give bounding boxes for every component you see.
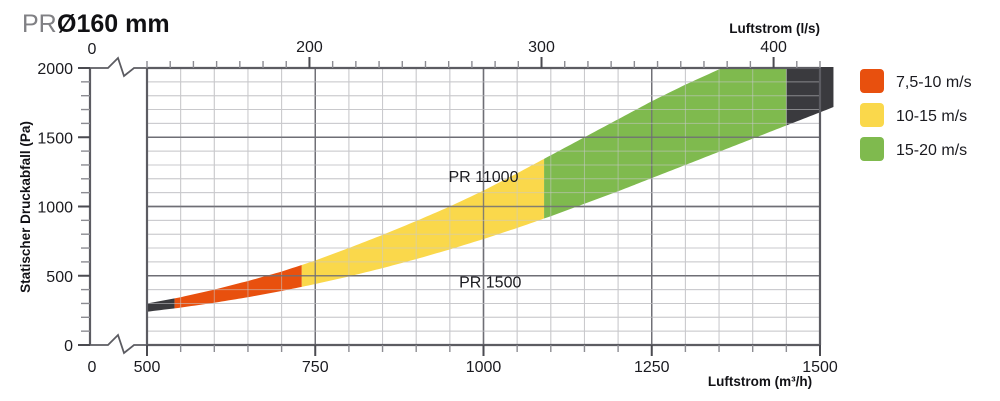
page-title-diameter: Ø160 mm (57, 10, 170, 38)
bottom-axis-title: Luftstrom (m³/h) (708, 374, 812, 389)
x-tick-label: 1250 (634, 359, 670, 376)
band-segment-out-of-range (147, 298, 175, 312)
axis-tick-labels: 0 500 1000 1500 2000 500 750 1000 1250 1500 200 300… (37, 39, 837, 376)
x-tick-label: 1500 (802, 359, 838, 376)
y-tick-label: 2000 (37, 61, 73, 78)
x-tick-label: 1000 (466, 359, 502, 376)
band-segment-7-5-10-m-s (174, 264, 302, 309)
y-tick-label: 500 (46, 269, 73, 286)
top-axis-title: Luftstrom (l/s) (729, 21, 820, 36)
x-top-tick-label: 200 (296, 39, 323, 56)
legend-label: 7,5-10 m/s (896, 74, 972, 91)
y-axis-title: Statischer Druckabfall (Pa) (18, 121, 33, 293)
band-segment-out-of-range (786, 67, 834, 126)
x-axis-break-zero-bottom: 0 (88, 359, 97, 376)
band-segment-15-20-m-s (544, 67, 787, 219)
x-top-tick-label: 300 (528, 39, 555, 56)
curve-label: PR 11000 (449, 169, 519, 186)
y-tick-label: 1000 (37, 200, 73, 217)
y-tick-label: 1500 (37, 130, 73, 147)
curve-annotations: PR 11000 PR 1500 (449, 169, 522, 291)
legend-swatch (860, 137, 884, 161)
page-title-prefix: PR (22, 10, 57, 38)
x-axis-break-zero-top: 0 (88, 41, 97, 58)
x-tick-label: 750 (302, 359, 329, 376)
y-tick-label: 0 (64, 338, 73, 355)
legend-swatch (860, 103, 884, 127)
legend-label: 10-15 m/s (896, 108, 967, 125)
x-top-tick-label: 400 (760, 39, 787, 56)
legend-swatch (860, 69, 884, 93)
performance-band (146, 67, 834, 346)
curve-label: PR 1500 (459, 274, 521, 291)
x-tick-label: 500 (134, 359, 161, 376)
legend: 7,5-10 m/s 10-15 m/s 15-20 m/s (860, 69, 972, 161)
axis-ticks (78, 57, 821, 356)
legend-label: 15-20 m/s (896, 142, 967, 159)
